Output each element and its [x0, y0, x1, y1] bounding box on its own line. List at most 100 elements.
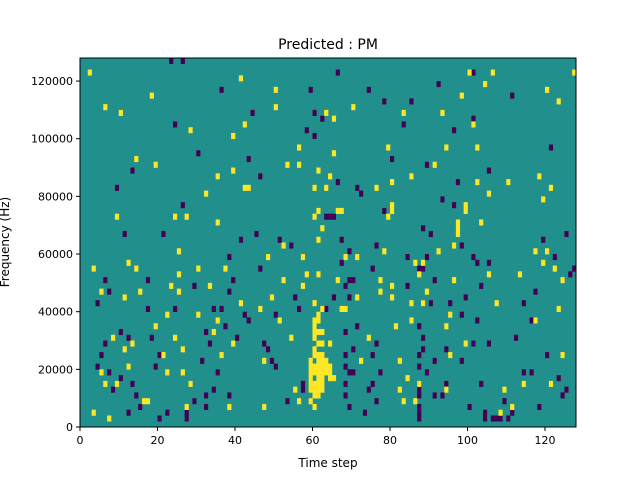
low-value-cell: [436, 81, 441, 88]
high-value-cell: [107, 415, 112, 422]
low-value-cell: [130, 167, 135, 174]
high-value-cell: [126, 259, 131, 266]
high-value-cell: [180, 369, 185, 376]
high-value-cell: [289, 334, 294, 341]
low-value-cell: [107, 288, 112, 295]
x-tick-label: 20: [151, 434, 165, 447]
low-value-cell: [107, 369, 112, 376]
low-value-cell: [479, 282, 484, 289]
high-value-cell: [312, 300, 317, 307]
low-value-cell: [370, 265, 375, 272]
low-value-cell: [448, 300, 453, 307]
low-value-cell: [514, 334, 519, 341]
low-value-cell: [424, 369, 430, 376]
low-value-cell: [370, 352, 375, 359]
high-value-cell: [401, 398, 406, 405]
x-axis: 0 20 40 60 80 100 120: [77, 427, 556, 447]
low-value-cell: [273, 363, 278, 370]
low-value-cell: [351, 277, 356, 284]
low-value-cell: [180, 58, 185, 65]
high-value-cell: [324, 109, 329, 116]
high-value-cell: [421, 259, 426, 266]
low-value-cell: [374, 242, 379, 249]
low-value-cell: [424, 254, 430, 261]
high-value-cell: [393, 323, 399, 330]
low-value-cell: [223, 323, 228, 330]
low-value-cell: [134, 392, 139, 399]
low-value-cell: [382, 98, 387, 105]
high-value-cell: [312, 346, 317, 353]
low-value-cell: [335, 69, 340, 76]
high-value-cell: [533, 248, 538, 255]
low-value-cell: [328, 213, 333, 220]
high-value-cell: [312, 380, 317, 387]
high-value-cell: [196, 311, 201, 318]
high-value-cell: [455, 230, 461, 238]
y-tick-label: 20000: [38, 363, 73, 376]
high-value-cell: [238, 300, 244, 307]
low-value-cell: [475, 259, 480, 266]
high-value-cell: [545, 86, 550, 93]
low-value-cell: [417, 392, 422, 399]
low-value-cell: [192, 398, 197, 405]
high-value-cell: [211, 328, 216, 336]
high-value-cell: [359, 357, 364, 364]
low-value-cell: [351, 369, 356, 376]
high-value-cell: [176, 288, 182, 295]
low-value-cell: [227, 392, 232, 399]
high-value-cell: [541, 259, 546, 266]
low-value-cell: [483, 409, 488, 416]
low-value-cell: [324, 305, 329, 312]
low-value-cell: [347, 294, 352, 301]
high-value-cell: [99, 288, 104, 295]
low-value-cell: [521, 369, 526, 376]
low-value-cell: [366, 386, 371, 393]
high-value-cell: [324, 369, 329, 376]
low-value-cell: [138, 403, 143, 411]
high-value-cell: [390, 207, 395, 214]
low-value-cell: [366, 86, 371, 93]
high-value-cell: [126, 363, 131, 370]
high-value-cell: [114, 213, 120, 220]
high-value-cell: [405, 375, 410, 382]
high-value-cell: [103, 104, 108, 111]
high-value-cell: [475, 144, 480, 151]
high-value-cell: [444, 386, 449, 393]
high-value-cell: [486, 271, 492, 278]
low-value-cell: [145, 305, 151, 312]
high-value-cell: [300, 282, 306, 289]
high-value-cell: [409, 300, 414, 307]
high-value-cell: [328, 375, 333, 382]
low-value-cell: [320, 115, 325, 122]
low-value-cell: [242, 311, 247, 318]
high-value-cell: [417, 380, 422, 387]
high-value-cell: [231, 167, 236, 174]
high-value-cell: [320, 328, 325, 336]
low-value-cell: [545, 352, 550, 359]
low-value-cell: [471, 340, 476, 347]
high-value-cell: [366, 334, 371, 341]
low-value-cell: [459, 311, 464, 318]
low-value-cell: [405, 282, 410, 289]
low-value-cell: [421, 346, 426, 353]
low-value-cell: [161, 230, 166, 238]
high-value-cell: [165, 369, 170, 376]
high-value-cell: [165, 311, 170, 318]
low-value-cell: [211, 305, 216, 312]
high-value-cell: [479, 219, 484, 226]
high-value-cell: [91, 265, 96, 272]
low-value-cell: [204, 328, 209, 336]
high-value-cell: [258, 305, 263, 312]
low-value-cell: [568, 271, 573, 278]
high-value-cell: [324, 363, 329, 370]
high-value-cell: [448, 311, 453, 318]
high-value-cell: [320, 352, 325, 359]
high-value-cell: [312, 334, 317, 341]
low-value-cell: [347, 403, 352, 411]
high-value-cell: [308, 357, 313, 364]
low-value-cell: [533, 288, 538, 295]
high-value-cell: [316, 363, 321, 370]
high-value-cell: [242, 121, 247, 128]
high-value-cell: [312, 323, 317, 330]
low-value-cell: [145, 277, 151, 284]
